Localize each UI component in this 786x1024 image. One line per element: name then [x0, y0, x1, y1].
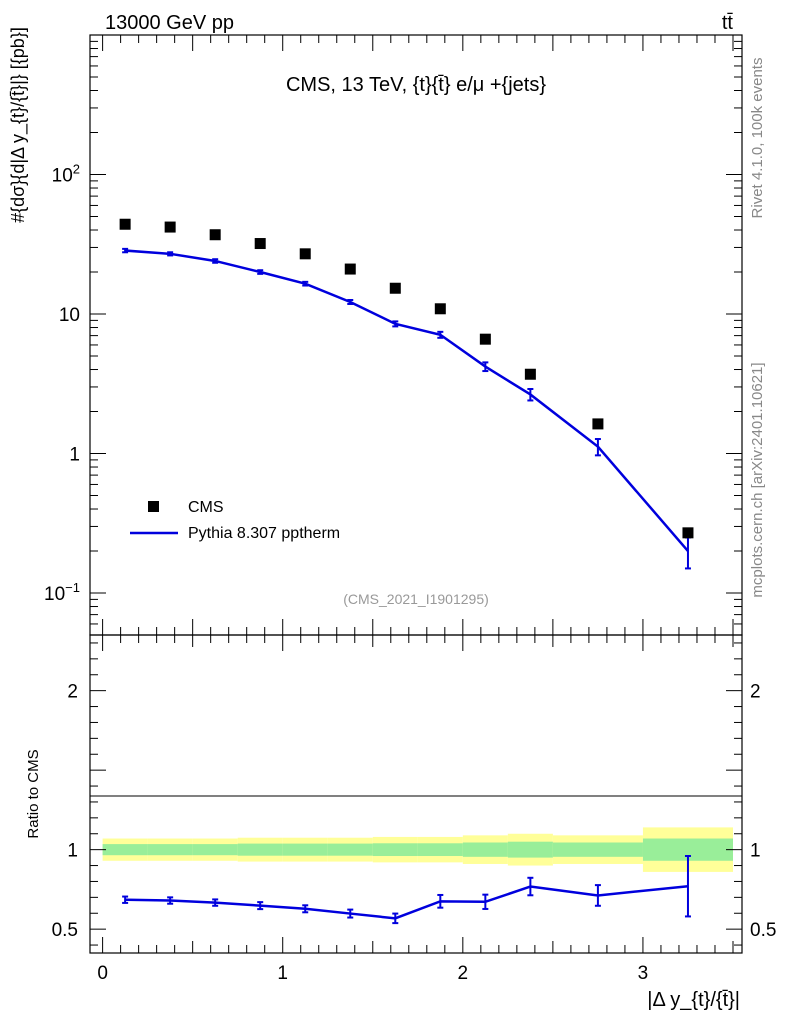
ratio-y-label: Ratio to CMS: [25, 749, 42, 838]
ratio-frame: [89, 634, 743, 954]
x-axis-label: |Δ y_{t}/{t̄}|: [647, 989, 740, 1011]
main-y-tick-label: 10: [59, 305, 80, 326]
mcplots-label: mcplots.cern.ch [arXiv:2401.10621]: [749, 362, 766, 597]
legend-cms-marker: [148, 501, 159, 512]
legend-pythia-label: Pythia 8.307 pptherm: [188, 525, 340, 542]
ratio-axis-ticks: 0.5 0.5 1 1 2 2 0 1 2 3: [52, 635, 776, 984]
cms-data-point: [524, 368, 536, 380]
cms-data-point: [389, 282, 401, 294]
ratio-y-tick-label-right: 2: [750, 682, 761, 703]
ratio-band-segment: [327, 843, 373, 856]
ratio-x-tick-label: 3: [638, 963, 649, 984]
main-y-label: #{dσ}{d|Δ y_{t}/{t̄}|} [{pb}]: [8, 27, 29, 223]
cms-data-point: [209, 229, 221, 241]
ratio-band-segment: [507, 841, 553, 858]
cms-data-point: [344, 263, 356, 275]
ratio-y-tick-label: 0.5: [52, 920, 78, 941]
ratio-y-tick-label-right: 0.5: [750, 920, 776, 941]
ratio-band-segment: [642, 838, 733, 861]
cms-data-point: [682, 527, 694, 539]
ratio-y-tick-label: 2: [67, 682, 78, 703]
main-data-markers: [119, 218, 694, 570]
main-y-tick-label: 10−1: [44, 580, 80, 605]
main-y-tick-label: 1: [69, 445, 80, 466]
ratio-x-tick-label: 2: [458, 963, 469, 984]
ratio-band-segment: [372, 843, 418, 857]
ratio-panel: 0.5 0.5 1 1 2 2 0 1 2 3 Ratio to CMS |Δ y_{t}/{t̄…: [25, 634, 776, 1011]
main-frame: [89, 34, 743, 636]
cms-data-point: [434, 303, 446, 315]
ratio-y-tick-label-right: 1: [750, 841, 761, 862]
main-y-tick-label: 102: [52, 162, 80, 187]
ratio-x-tick-label: 0: [97, 963, 108, 984]
process-label: tt̄: [722, 12, 734, 34]
ratio-data-markers: [122, 855, 691, 925]
ratio-band-segment: [192, 844, 238, 856]
ratio-band-segment: [417, 843, 463, 857]
ratio-line: [125, 884, 689, 920]
cms-data-point: [164, 221, 176, 233]
legend: CMS Pythia 8.307 pptherm: [130, 499, 340, 542]
ratio-band-segment: [147, 844, 193, 856]
cms-data-point: [592, 418, 604, 430]
ratio-band-segment: [552, 842, 643, 857]
ratio-band-segment: [462, 842, 508, 857]
ratio-uncertainty-bands: [102, 827, 733, 872]
rivet-label: Rivet 4.1.0, 100k events: [749, 58, 766, 219]
cms-data-point: [299, 248, 311, 260]
ratio-y-tick-label: 1: [67, 841, 78, 862]
ratio-band-segment: [282, 843, 328, 856]
cms-data-point: [254, 238, 266, 250]
energy-label: 13000 GeV pp: [105, 12, 234, 34]
ratio-x-tick-label: 1: [277, 963, 288, 984]
cms-data-point: [479, 333, 491, 345]
pythia-line: [125, 249, 689, 552]
cms-data-point: [119, 218, 131, 230]
ratio-band-segment: [237, 843, 283, 856]
main-title: CMS, 13 TeV, {t}{t̄} e/μ +{jets}: [286, 74, 546, 96]
ratio-band-segment: [102, 844, 148, 856]
legend-cms-label: CMS: [188, 499, 224, 516]
main-panel: 10−1 1 10 102 CMS, 13 TeV, {t}{t̄} e/μ +{je…: [8, 27, 743, 636]
watermark: (CMS_2021_I1901295): [343, 591, 489, 607]
main-axis-ticks: 10−1 1 10 102: [44, 34, 742, 636]
